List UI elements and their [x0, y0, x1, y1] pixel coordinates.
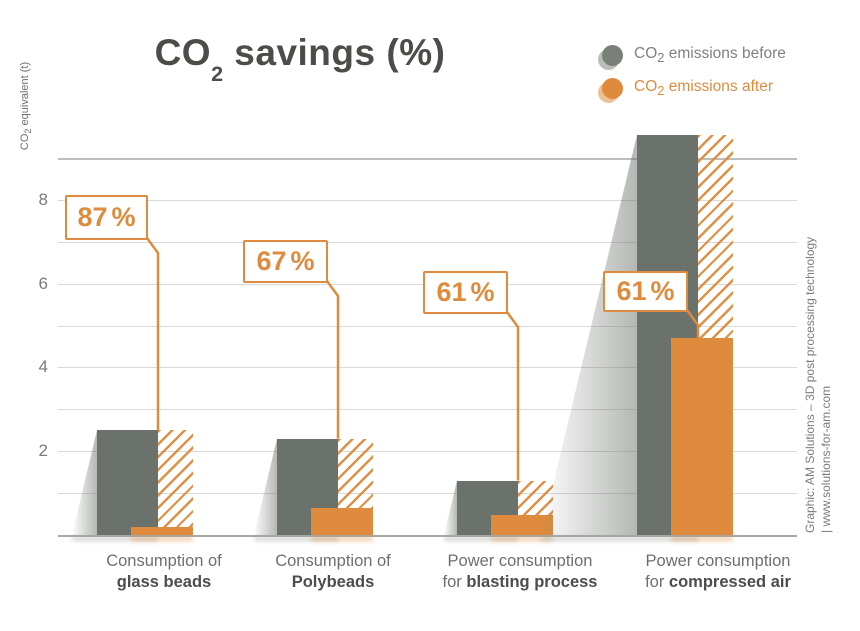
y-axis-label-subscript: 2: [23, 128, 34, 134]
under-shadow-orange-1: [311, 537, 373, 541]
savings-unit: %: [650, 276, 675, 306]
savings-callout-3: 61%: [603, 271, 688, 312]
legend-item-after: CO2 emissions after: [602, 78, 786, 99]
x-category-label-3: Power consumption for compressed air: [598, 551, 838, 593]
bar-after-2: [491, 514, 553, 535]
bar-shadow-3: [541, 135, 637, 535]
gridline-2: [58, 451, 797, 453]
page-title: CO2 savings (%): [60, 32, 540, 85]
gridline-1: [58, 493, 797, 495]
title-text: CO: [154, 32, 212, 73]
y-tick-label-4: 4: [38, 357, 48, 377]
savings-value: 67: [256, 246, 287, 276]
category-line1: Power consumption: [645, 552, 791, 570]
category-line2: for blasting process: [442, 573, 598, 591]
savings-unit: %: [470, 277, 495, 307]
x-axis-line: [58, 535, 797, 537]
title-subscript: 2: [211, 61, 224, 86]
legend-before-text: CO: [634, 45, 658, 63]
bar-after-1: [311, 507, 373, 535]
hatch-savings-2: [518, 480, 553, 515]
title-text-suffix: savings (%): [223, 32, 446, 73]
gridline-8: [58, 199, 797, 201]
bar-shadow-0: [72, 430, 97, 535]
legend-after-subscript: 2: [657, 83, 665, 99]
y-tick-label-6: 6: [38, 273, 48, 293]
legend-after-suffix: emissions after: [664, 78, 773, 96]
savings-callout-1: 67%: [243, 240, 328, 283]
legend-after-text: CO: [634, 78, 658, 96]
bar-shadow-1: [254, 438, 277, 535]
credit-line-2: | www.solutions-for-am.com: [819, 385, 833, 533]
under-shadow-orange-0: [131, 537, 193, 541]
savings-unit: %: [290, 246, 315, 276]
callout-line-2: [505, 311, 520, 481]
legend-before-subscript: 2: [657, 50, 665, 66]
savings-value: 61: [616, 276, 647, 306]
savings-value: 87: [77, 202, 108, 232]
credit-text: Graphic: AM Solutions – 3D post processi…: [802, 221, 836, 533]
category-line1: Consumption of: [106, 552, 222, 570]
bar-after-3: [671, 338, 733, 535]
bar-after-0: [131, 526, 193, 535]
gridline-5: [58, 325, 797, 327]
under-shadow-orange-2: [491, 537, 553, 541]
savings-unit: %: [111, 202, 136, 232]
savings-callout-2: 61%: [423, 271, 508, 314]
legend-marker-before-icon: [602, 45, 623, 66]
legend: CO2 emissions before CO2 emissions after: [602, 45, 786, 111]
hatch-savings-1: [338, 438, 373, 508]
legend-item-before: CO2 emissions before: [602, 45, 786, 66]
under-shadow-gray-1: [254, 537, 338, 541]
category-line1: Consumption of: [275, 552, 391, 570]
y-tick-label-2: 2: [38, 441, 48, 461]
hatch-savings-3: [698, 135, 733, 339]
y-axis-label: CO2 equivalent (t): [19, 26, 35, 186]
x-category-label-1: Consumption of Polybeads: [213, 551, 453, 593]
category-line2: Polybeads: [291, 573, 375, 591]
gridline-7: [58, 241, 797, 243]
under-shadow-gray-3: [541, 537, 698, 541]
bar-shadow-2: [444, 480, 457, 535]
category-line2: glass beads: [116, 573, 212, 591]
under-shadow-gray-0: [72, 537, 158, 541]
under-shadow-orange-3: [671, 537, 733, 541]
hatch-savings-0: [158, 430, 193, 527]
y-axis-label-text: CO: [19, 133, 31, 151]
legend-before-suffix: emissions before: [664, 45, 786, 63]
gridline-3: [58, 409, 797, 411]
gridline-4: [58, 367, 797, 369]
x-category-label-0: Consumption of glass beads: [44, 551, 284, 593]
x-category-label-2: Power consumption for blasting process: [400, 551, 640, 593]
callout-line-1: [325, 280, 340, 439]
legend-label-before: CO2 emissions before: [634, 45, 786, 65]
savings-callout-0: 87%: [65, 195, 148, 240]
gridline-9: [58, 157, 797, 160]
category-line1: Power consumption: [447, 552, 593, 570]
savings-value: 61: [436, 277, 467, 307]
under-shadow-gray-2: [444, 537, 518, 541]
callout-line-0: [145, 237, 160, 431]
legend-marker-after-icon: [602, 78, 623, 99]
credit-line-1: Graphic: AM Solutions – 3D post processi…: [803, 236, 817, 533]
y-axis-label-suffix: equivalent (t): [19, 61, 31, 129]
legend-label-after: CO2 emissions after: [634, 78, 773, 98]
category-line2: for compressed air: [645, 573, 791, 591]
y-tick-label-8: 8: [38, 189, 48, 209]
bar-before-0: [97, 430, 158, 535]
